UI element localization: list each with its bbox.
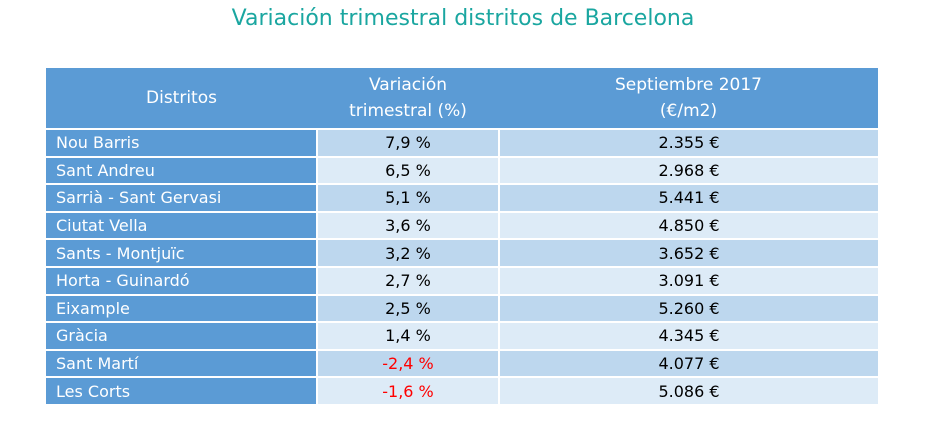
table-row: Horta - Guinardó 2,7 % 3.091 €	[46, 266, 878, 296]
price-cell: 2.968 €	[499, 156, 878, 186]
price-cell: 5.441 €	[499, 184, 878, 213]
district-cell: Nou Barris	[46, 129, 318, 158]
price-cell: 3.091 €	[499, 266, 878, 296]
table-row: Sant Martí -2,4 % 4.077 €	[46, 349, 878, 379]
district-cell: Les Corts	[46, 377, 318, 406]
variation-cell: 2,7 %	[317, 266, 500, 296]
variation-cell: -1,6 %	[317, 377, 500, 406]
districts-table: Distritos Variación trimestral (%) Septie…	[46, 68, 878, 406]
district-cell: Sant Martí	[46, 349, 318, 379]
page-title: Variación trimestral distritos de Barcel…	[231, 6, 695, 31]
header-variation: Variación trimestral (%)	[317, 68, 499, 130]
variation-cell: 5,1 %	[317, 184, 500, 213]
table-row: Ciutat Vella 3,6 % 4.850 €	[46, 211, 878, 241]
table-row: Eixample 2,5 % 5.260 €	[46, 294, 878, 324]
district-cell: Horta - Guinardó	[46, 266, 318, 296]
table-row: Sarrià - Sant Gervasi 5,1 % 5.441 €	[46, 184, 878, 213]
table-row: Les Corts -1,6 % 5.086 €	[46, 377, 878, 406]
header-price: Septiembre 2017 (€/m2)	[499, 68, 878, 130]
price-cell: 2.355 €	[499, 129, 878, 158]
variation-cell: 3,6 %	[317, 211, 500, 241]
table-row: Sant Andreu 6,5 % 2.968 €	[46, 156, 878, 186]
table-row: Nou Barris 7,9 % 2.355 €	[46, 129, 878, 158]
district-cell: Sants - Montjuïc	[46, 239, 318, 268]
variation-cell: 2,5 %	[317, 294, 500, 324]
district-cell: Sarrià - Sant Gervasi	[46, 184, 318, 213]
table-row: Sants - Montjuïc 3,2 % 3.652 €	[46, 239, 878, 268]
district-cell: Eixample	[46, 294, 318, 324]
price-cell: 4.077 €	[499, 349, 878, 379]
variation-cell: 1,4 %	[317, 322, 500, 351]
price-cell: 3.652 €	[499, 239, 878, 268]
price-cell: 4.345 €	[499, 322, 878, 351]
header-districts: Distritos	[46, 68, 317, 130]
variation-cell: 7,9 %	[317, 129, 500, 158]
table-header-row: Distritos Variación trimestral (%) Septie…	[46, 68, 878, 130]
variation-cell: -2,4 %	[317, 349, 500, 379]
district-cell: Ciutat Vella	[46, 211, 318, 241]
price-cell: 5.086 €	[499, 377, 878, 406]
variation-cell: 3,2 %	[317, 239, 500, 268]
price-cell: 4.850 €	[499, 211, 878, 241]
district-cell: Gràcia	[46, 322, 318, 351]
variation-cell: 6,5 %	[317, 156, 500, 186]
price-cell: 5.260 €	[499, 294, 878, 324]
district-cell: Sant Andreu	[46, 156, 318, 186]
table-row: Gràcia 1,4 % 4.345 €	[46, 322, 878, 351]
